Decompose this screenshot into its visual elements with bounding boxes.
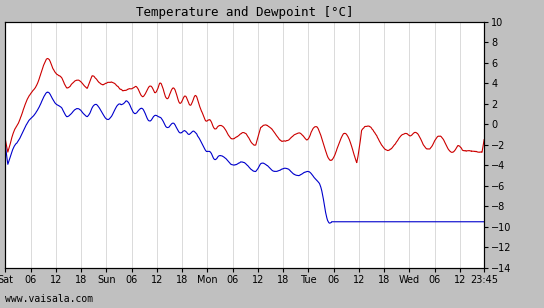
Text: www.vaisala.com: www.vaisala.com [5,294,94,304]
Title: Temperature and Dewpoint [°C]: Temperature and Dewpoint [°C] [136,6,354,19]
